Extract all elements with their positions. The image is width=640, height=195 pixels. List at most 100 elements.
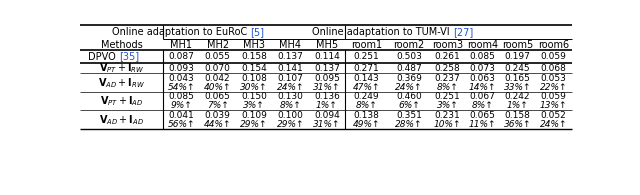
Text: DPVO: DPVO (88, 51, 119, 61)
Text: 24%↑: 24%↑ (276, 83, 304, 92)
Text: 0.141: 0.141 (278, 64, 303, 73)
Text: 11%↑: 11%↑ (469, 120, 497, 129)
Text: $\mathbf{V}_{PT}+\mathbf{I}_{AD}$: $\mathbf{V}_{PT}+\mathbf{I}_{AD}$ (100, 94, 143, 108)
Text: 0.158: 0.158 (241, 52, 267, 61)
Text: MH4: MH4 (280, 40, 301, 50)
Text: 13%↑: 13%↑ (540, 101, 567, 110)
Text: 36%↑: 36%↑ (504, 120, 531, 129)
Text: 0.085: 0.085 (168, 92, 194, 101)
Text: 0.073: 0.073 (470, 64, 495, 73)
Text: 0.351: 0.351 (396, 111, 422, 120)
Text: room5: room5 (502, 40, 533, 50)
Text: 0.158: 0.158 (504, 111, 531, 120)
Text: 0.150: 0.150 (241, 92, 267, 101)
Text: MH3: MH3 (243, 40, 265, 50)
Text: room2: room2 (394, 40, 424, 50)
Text: 29%↑: 29%↑ (276, 120, 304, 129)
Text: $\mathbf{V}_{AD}+\mathbf{I}_{AD}$: $\mathbf{V}_{AD}+\mathbf{I}_{AD}$ (99, 113, 144, 127)
Text: 0.041: 0.041 (168, 111, 194, 120)
Text: $\mathbf{V}_{PT}+\mathbf{I}_{RW}$: $\mathbf{V}_{PT}+\mathbf{I}_{RW}$ (99, 61, 144, 75)
Text: 6%↑: 6%↑ (398, 101, 420, 110)
Text: 0.067: 0.067 (470, 92, 495, 101)
Text: 0.107: 0.107 (278, 74, 303, 82)
Text: 1%↑: 1%↑ (507, 101, 529, 110)
Text: 0.085: 0.085 (470, 52, 495, 61)
Text: 0.249: 0.249 (353, 92, 379, 101)
Text: 0.165: 0.165 (504, 74, 531, 82)
Text: 0.094: 0.094 (314, 111, 340, 120)
Text: 0.095: 0.095 (314, 74, 340, 82)
Text: 28%↑: 28%↑ (396, 120, 423, 129)
Text: 7%↑: 7%↑ (207, 101, 228, 110)
Text: 0.251: 0.251 (435, 92, 461, 101)
Text: 1%↑: 1%↑ (316, 101, 338, 110)
Text: 10%↑: 10%↑ (434, 120, 461, 129)
Text: Methods: Methods (100, 40, 142, 50)
Text: [5]: [5] (250, 27, 264, 37)
Text: 29%↑: 29%↑ (240, 120, 268, 129)
Text: 0.108: 0.108 (241, 74, 267, 82)
Text: 0.143: 0.143 (353, 74, 380, 82)
Text: MH1: MH1 (170, 40, 192, 50)
Text: $\mathbf{V}_{AD}+\mathbf{I}_{RW}$: $\mathbf{V}_{AD}+\mathbf{I}_{RW}$ (98, 76, 145, 90)
Text: 0.231: 0.231 (435, 111, 461, 120)
Text: 0.114: 0.114 (314, 52, 340, 61)
Text: 0.043: 0.043 (168, 74, 194, 82)
Text: 31%↑: 31%↑ (313, 83, 340, 92)
Text: 24%↑: 24%↑ (540, 120, 567, 129)
Text: 0.065: 0.065 (470, 111, 495, 120)
Text: 0.042: 0.042 (205, 74, 230, 82)
Text: 0.070: 0.070 (205, 64, 230, 73)
Text: Online adaptation to TUM-VI: Online adaptation to TUM-VI (312, 27, 453, 37)
Text: 0.039: 0.039 (205, 111, 230, 120)
Text: 0.137: 0.137 (314, 64, 340, 73)
Text: Online adaptation to EuRoC: Online adaptation to EuRoC (112, 27, 250, 37)
Text: 0.154: 0.154 (241, 64, 267, 73)
Text: 8%↑: 8%↑ (472, 101, 493, 110)
Text: 40%↑: 40%↑ (204, 83, 231, 92)
Text: 0.087: 0.087 (168, 52, 194, 61)
Text: [35]: [35] (119, 51, 140, 61)
Text: 54%↑: 54%↑ (168, 83, 195, 92)
Text: 0.251: 0.251 (353, 52, 380, 61)
Text: 0.052: 0.052 (541, 111, 566, 120)
Text: 8%↑: 8%↑ (280, 101, 301, 110)
Text: 56%↑: 56%↑ (168, 120, 195, 129)
Text: 0.053: 0.053 (541, 74, 566, 82)
Text: 0.138: 0.138 (353, 111, 380, 120)
Text: 0.261: 0.261 (435, 52, 461, 61)
Text: 0.068: 0.068 (541, 64, 566, 73)
Text: 8%↑: 8%↑ (355, 101, 377, 110)
Text: 0.197: 0.197 (504, 52, 531, 61)
Text: MH5: MH5 (316, 40, 338, 50)
Text: 0.130: 0.130 (278, 92, 303, 101)
Text: room3: room3 (432, 40, 463, 50)
Text: 0.245: 0.245 (505, 64, 531, 73)
Text: 0.055: 0.055 (205, 52, 230, 61)
Text: 0.369: 0.369 (396, 74, 422, 82)
Text: room6: room6 (538, 40, 569, 50)
Text: 0.503: 0.503 (396, 52, 422, 61)
Text: 3%↑: 3%↑ (437, 101, 459, 110)
Text: 14%↑: 14%↑ (469, 83, 497, 92)
Text: 0.059: 0.059 (541, 52, 566, 61)
Text: 47%↑: 47%↑ (353, 83, 380, 92)
Text: 0.237: 0.237 (435, 74, 461, 82)
Text: 0.137: 0.137 (278, 52, 303, 61)
Text: 0.136: 0.136 (314, 92, 340, 101)
Text: 0.258: 0.258 (435, 64, 461, 73)
Text: 33%↑: 33%↑ (504, 83, 531, 92)
Text: MH2: MH2 (207, 40, 228, 50)
Text: room4: room4 (467, 40, 498, 50)
Text: 24%↑: 24%↑ (396, 83, 423, 92)
Text: 0.460: 0.460 (396, 92, 422, 101)
Text: 9%↑: 9%↑ (170, 101, 192, 110)
Text: 3%↑: 3%↑ (243, 101, 265, 110)
Text: 0.242: 0.242 (505, 92, 530, 101)
Text: 0.063: 0.063 (470, 74, 495, 82)
Text: [27]: [27] (453, 27, 474, 37)
Text: 0.065: 0.065 (205, 92, 230, 101)
Text: 0.059: 0.059 (541, 92, 566, 101)
Text: 30%↑: 30%↑ (240, 83, 268, 92)
Text: 0.109: 0.109 (241, 111, 267, 120)
